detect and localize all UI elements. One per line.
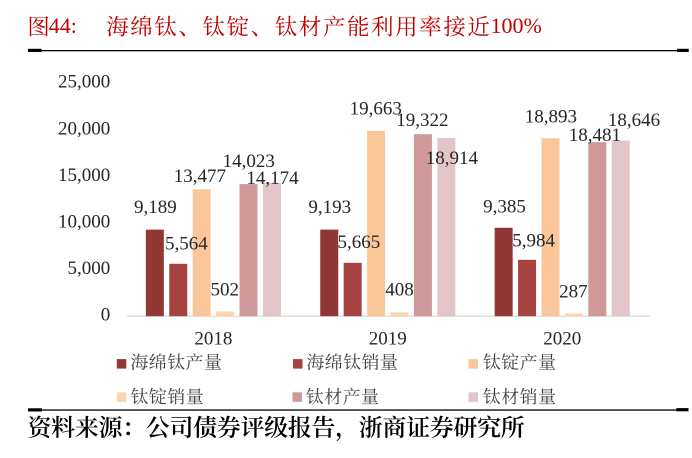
- svg-text:5,665: 5,665: [338, 232, 381, 253]
- svg-text:0: 0: [101, 305, 111, 326]
- svg-text:19,663: 19,663: [350, 99, 402, 120]
- svg-text:19,322: 19,322: [396, 110, 448, 131]
- svg-text:2020: 2020: [543, 328, 581, 349]
- svg-text:9,189: 9,189: [134, 197, 177, 218]
- svg-text:15,000: 15,000: [58, 165, 110, 186]
- svg-text:9,193: 9,193: [308, 197, 351, 218]
- svg-text:20,000: 20,000: [58, 118, 110, 139]
- svg-text:18,481: 18,481: [569, 125, 621, 146]
- svg-text:25,000: 25,000: [58, 72, 110, 93]
- svg-text:14,174: 14,174: [246, 168, 299, 189]
- svg-text:10,000: 10,000: [58, 212, 110, 233]
- svg-text:5,000: 5,000: [68, 258, 111, 279]
- svg-text:502: 502: [211, 280, 240, 301]
- svg-text:408: 408: [385, 279, 414, 300]
- svg-text:14,023: 14,023: [223, 151, 275, 172]
- svg-text:287: 287: [559, 281, 588, 302]
- svg-text:9,385: 9,385: [483, 197, 526, 218]
- svg-text:44:: 44:: [49, 13, 77, 38]
- svg-text:18,646: 18,646: [608, 110, 660, 131]
- svg-text:2019: 2019: [369, 328, 407, 349]
- svg-text:18,914: 18,914: [426, 148, 479, 169]
- svg-text:13,477: 13,477: [174, 166, 226, 187]
- svg-text:2018: 2018: [194, 328, 232, 349]
- svg-text:18,893: 18,893: [525, 107, 577, 128]
- svg-text:5,984: 5,984: [512, 231, 555, 252]
- svg-text:5,564: 5,564: [165, 234, 208, 255]
- svg-text:100%: 100%: [491, 13, 542, 38]
